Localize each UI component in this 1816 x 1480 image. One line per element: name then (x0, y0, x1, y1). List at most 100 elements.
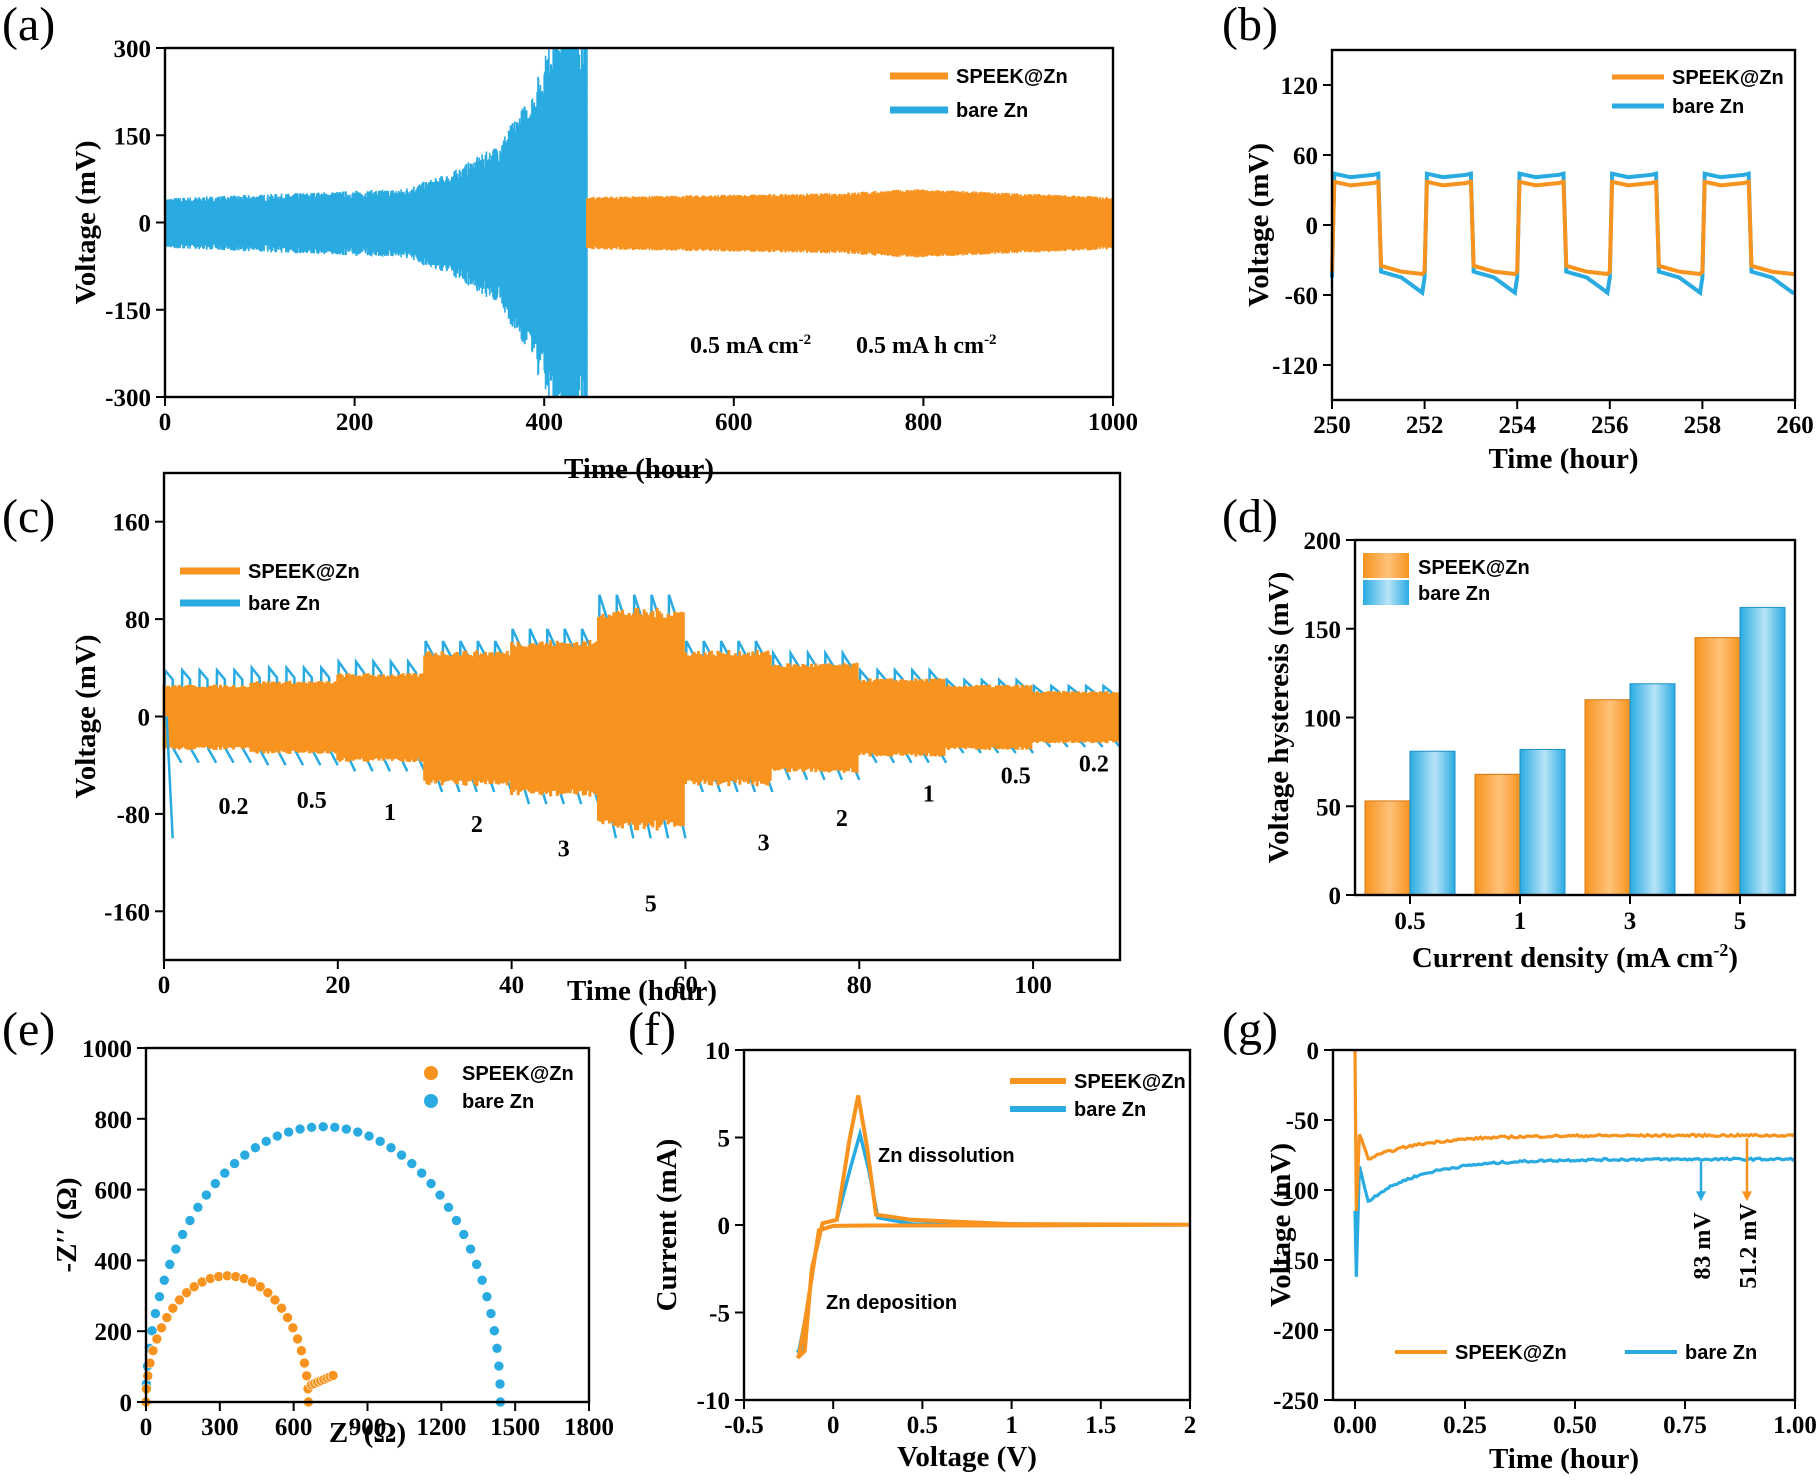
x-tick-label: 400 (525, 409, 563, 436)
legend-label: SPEEK@Zn (1455, 1342, 1567, 1364)
xlabel-text: Current density (mA cm (1412, 942, 1714, 974)
y-tick-label: 0 (139, 211, 152, 238)
legend-label: SPEEK@Zn (956, 66, 1068, 88)
y-tick-label: 120 (1281, 73, 1319, 100)
rate-label: 2 (471, 812, 483, 838)
rate-label: 0.2 (1079, 751, 1109, 777)
x-tick-label: 200 (336, 409, 374, 436)
data-point-speek-zn (247, 1276, 258, 1288)
annotation-zn-dissolution: Zn dissolution (878, 1145, 1015, 1167)
x-tick-label: 252 (1406, 412, 1444, 439)
chart-b: 250 252 254 256 258 260 -120 -60 0 60 120(b) Voltag… (1222, 0, 1814, 475)
bar-speek-zn (1584, 699, 1631, 896)
bar-bare-zn (1519, 748, 1566, 896)
y-tick-label: -200 (1273, 1318, 1319, 1345)
data-point-bare-zn (170, 1243, 182, 1255)
y-axis-label: Voltage (mV) (70, 140, 102, 304)
plot-frame (1331, 1048, 1797, 1402)
data-point-bare-zn (260, 1136, 272, 1147)
data-point-bare-zn (192, 1202, 204, 1213)
y-tick-label: -150 (105, 298, 151, 325)
x-tick-label: 300 (201, 1414, 239, 1441)
rate-label: 3 (758, 830, 770, 856)
rate-label: 2 (836, 806, 848, 832)
x-tick-label: 1000 (1088, 409, 1138, 436)
series-bare-start (165, 716, 174, 839)
y-tick-label: -80 (117, 802, 150, 829)
data-point-bare-zn (363, 1130, 375, 1142)
bar-bare-zn (1739, 606, 1786, 896)
y-tick-label: 0 (120, 1390, 133, 1417)
value-label-bare: 83 mV (1690, 1212, 1716, 1280)
y-tick-label: 50 (1316, 794, 1341, 821)
x-axis-label: Time (hour) (567, 975, 717, 1007)
legend-swatch-speek-zn (1363, 553, 1409, 578)
y-tick-label: 5 (718, 1126, 731, 1153)
y-axis-label: Voltage (mV) (1265, 1143, 1297, 1307)
data-point-speek-zn (282, 1312, 293, 1323)
data-point-bare-zn (177, 1229, 188, 1240)
y-tick-label: -50 (1286, 1108, 1319, 1135)
data-point-speek-zn (276, 1302, 287, 1314)
annotation-sup: -2 (984, 332, 997, 348)
data-point-bare-zn (465, 1243, 476, 1255)
capacity-annotation: 0.5 mA h cm-2 (856, 332, 997, 359)
data-point-speek-zn (327, 1370, 339, 1381)
x-tick-label: -0.5 (724, 1412, 764, 1439)
data-point-speek-zn (147, 1345, 159, 1356)
legend-label: bare Zn (1074, 1099, 1146, 1121)
plot-area (165, 48, 1113, 397)
y-axis-label: Voltage hysteresis (mV) (1263, 572, 1295, 864)
data-point-speek-zn (181, 1287, 192, 1299)
data-point-bare-zn (250, 1142, 261, 1153)
marker-arrowhead-speek (1742, 1191, 1752, 1202)
x-tick-label: 600 (715, 409, 753, 436)
data-point-bare-zn (158, 1274, 170, 1286)
rate-label: 0.5 (1001, 763, 1031, 789)
x-tick-label: 5 (1734, 908, 1747, 935)
data-point-speek-zn (156, 1322, 167, 1334)
x-tick-label: 0.25 (1443, 1412, 1487, 1439)
chart-e: 0 300 600 900 1200 1500 1800 0 200 400 600 800 1000 (… (2, 1003, 614, 1449)
legend-label: bare Zn (1672, 96, 1744, 118)
y-tick-label: 0 (1307, 1038, 1320, 1065)
y-tick-label: 100 (1304, 706, 1342, 733)
data-point-bare-zn (458, 1229, 470, 1240)
annotation-text: 0.5 mA h cm (856, 333, 984, 359)
xlabel-end: ) (1728, 942, 1738, 974)
series-bare-zn (165, 48, 588, 397)
x-axis-label: Time (hour) (1488, 443, 1638, 475)
data-point-bare-zn (481, 1291, 493, 1302)
legend-swatch-speek-zn (424, 1066, 438, 1080)
data-point-speek-zn (292, 1333, 303, 1345)
bar-speek-zn (1694, 637, 1741, 896)
y-tick-label: 80 (125, 607, 150, 634)
x-tick-label: 600 (275, 1414, 313, 1441)
x-tick-label: 0.00 (1333, 1412, 1377, 1439)
data-point-bare-zn (493, 1360, 505, 1372)
data-point-bare-zn (352, 1126, 364, 1138)
legend-label: bare Zn (1685, 1342, 1757, 1364)
legend-label: bare Zn (1418, 583, 1490, 605)
y-tick-label: -5 (709, 1301, 730, 1328)
x-tick-label: 254 (1498, 412, 1536, 439)
panel-label: (d) (1222, 490, 1278, 543)
xlabel-sup: -2 (1713, 940, 1728, 960)
x-axis-label: Z′ (Ω) (329, 1417, 406, 1449)
x-tick-label: 60 (673, 972, 698, 999)
data-point-speek-zn (167, 1302, 179, 1314)
data-point-speek-zn (262, 1287, 274, 1299)
current-density-annotation: 0.5 mA cm-2 (690, 332, 811, 359)
data-point-bare-zn (396, 1149, 407, 1161)
data-point-bare-zn (329, 1122, 341, 1133)
y-tick-label: 200 (95, 1319, 133, 1346)
x-tick-label: 0 (140, 1414, 153, 1441)
data-point-speek-zn (296, 1345, 307, 1356)
panel-label: (b) (1222, 0, 1278, 51)
x-tick-label: 1.5 (1085, 1412, 1116, 1439)
y-tick-label: 10 (705, 1038, 730, 1065)
data-point-bare-zn (306, 1122, 317, 1133)
y-tick-label: 0 (1306, 213, 1319, 240)
y-tick-label: 0 (1329, 883, 1342, 910)
